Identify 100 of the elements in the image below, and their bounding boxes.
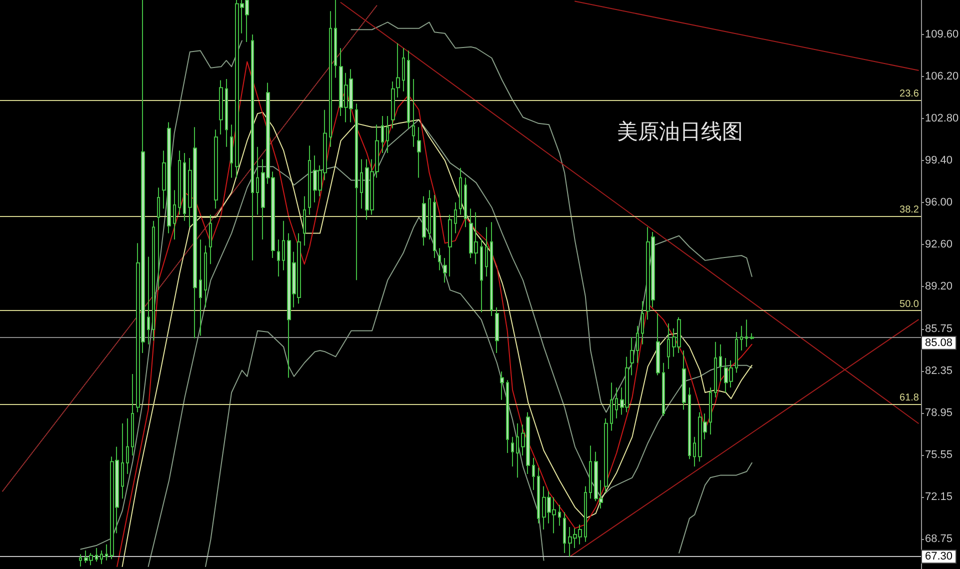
candlestick <box>329 10 332 148</box>
candlestick <box>381 116 384 154</box>
candlestick <box>360 158 363 210</box>
candlestick <box>230 124 233 178</box>
y-tick-label: 82.35 <box>925 364 953 377</box>
candlestick <box>735 332 738 374</box>
annotation: 23.6 <box>900 88 920 100</box>
candlestick <box>516 422 519 478</box>
candlestick <box>225 78 228 148</box>
ref-line-label: 85.08 <box>925 336 953 349</box>
candlestick <box>714 341 717 398</box>
candlestick <box>199 238 202 336</box>
candlestick <box>604 418 608 493</box>
candlestick <box>636 325 639 364</box>
candlestick <box>438 248 441 271</box>
candlestick <box>412 78 415 148</box>
candlestick <box>719 344 722 382</box>
y-tick-label: 96.00 <box>925 196 953 208</box>
candlestick <box>537 467 540 524</box>
candlestick <box>740 325 743 352</box>
candlestick <box>178 150 181 216</box>
candlestick <box>584 486 587 542</box>
candlestick <box>630 336 634 376</box>
candlestick <box>641 300 644 345</box>
annotation: 61.8 <box>900 392 920 404</box>
candlestick <box>422 196 426 246</box>
y-tick-label: 85.75 <box>925 322 953 335</box>
line-series <box>80 40 242 550</box>
candlestick <box>532 457 535 491</box>
candlestick <box>79 554 82 568</box>
candlestick <box>157 187 160 291</box>
y-tick-label: 92.60 <box>925 238 953 250</box>
y-tick-label: 89.20 <box>925 280 953 292</box>
candlestick <box>204 245 207 308</box>
candlestick <box>183 152 186 222</box>
candlestick <box>308 145 311 216</box>
candlestick <box>428 190 431 240</box>
candlestick <box>126 418 129 474</box>
candlestick <box>131 373 134 456</box>
candlestick <box>396 42 400 98</box>
candlestick <box>417 126 421 178</box>
candlestick <box>105 544 108 561</box>
candlestick <box>443 257 447 284</box>
y-tick-label: 106.20 <box>925 70 959 83</box>
candlestick <box>589 445 592 500</box>
y-tick-label: 75.55 <box>925 448 953 461</box>
candlestick <box>500 371 504 400</box>
candlestick <box>558 504 561 526</box>
candlestick <box>209 214 212 265</box>
candlestick <box>682 350 686 410</box>
line-series <box>350 22 752 413</box>
candlestick <box>459 167 462 216</box>
candlestick <box>745 319 748 348</box>
candlestick <box>152 220 155 342</box>
candlestick <box>490 222 493 316</box>
candlestick <box>750 332 754 340</box>
annotation: 50.0 <box>900 298 920 310</box>
annotation: 38.2 <box>900 204 920 216</box>
y-tick-label: 109.60 <box>925 28 959 41</box>
candlestick <box>495 306 499 354</box>
candlestick <box>464 177 467 228</box>
y-tick-label: 102.80 <box>925 112 959 124</box>
candlestick <box>251 34 254 261</box>
candlestick <box>480 238 483 313</box>
candlestick <box>656 313 660 376</box>
candlestick <box>693 436 696 468</box>
candlestick <box>303 196 306 246</box>
candlestick <box>407 50 410 129</box>
line-series <box>678 462 752 554</box>
candlestick <box>173 190 176 240</box>
y-tick-label: 68.75 <box>925 532 953 545</box>
candlestick <box>563 512 566 554</box>
candlestick <box>610 382 613 432</box>
candlestick <box>282 220 285 271</box>
candlestick <box>667 322 670 370</box>
candlestick <box>506 380 509 454</box>
candlestick <box>121 422 124 500</box>
candlestick <box>454 202 457 234</box>
candlestick <box>402 48 405 92</box>
candlestick <box>511 436 514 468</box>
y-tick-label: 99.40 <box>925 154 953 166</box>
candlestick <box>256 146 259 216</box>
y-tick-label: 72.15 <box>925 490 953 503</box>
candlestick <box>448 214 452 277</box>
candlestick <box>662 362 665 416</box>
candlestick <box>688 387 691 460</box>
line-series <box>205 216 544 568</box>
candlestick <box>334 0 337 78</box>
candlestick <box>433 194 436 258</box>
y-tick-label: 78.95 <box>925 406 953 419</box>
candlestick <box>485 226 488 277</box>
ref-line-label: 67.30 <box>925 550 953 563</box>
candlestick <box>147 256 150 345</box>
candlestick <box>95 548 98 562</box>
candlestick <box>386 116 389 154</box>
candlestick <box>391 80 395 129</box>
candlestick <box>355 103 358 281</box>
candlestick <box>277 238 280 277</box>
candlestick <box>615 387 618 419</box>
candlestick <box>219 80 223 136</box>
